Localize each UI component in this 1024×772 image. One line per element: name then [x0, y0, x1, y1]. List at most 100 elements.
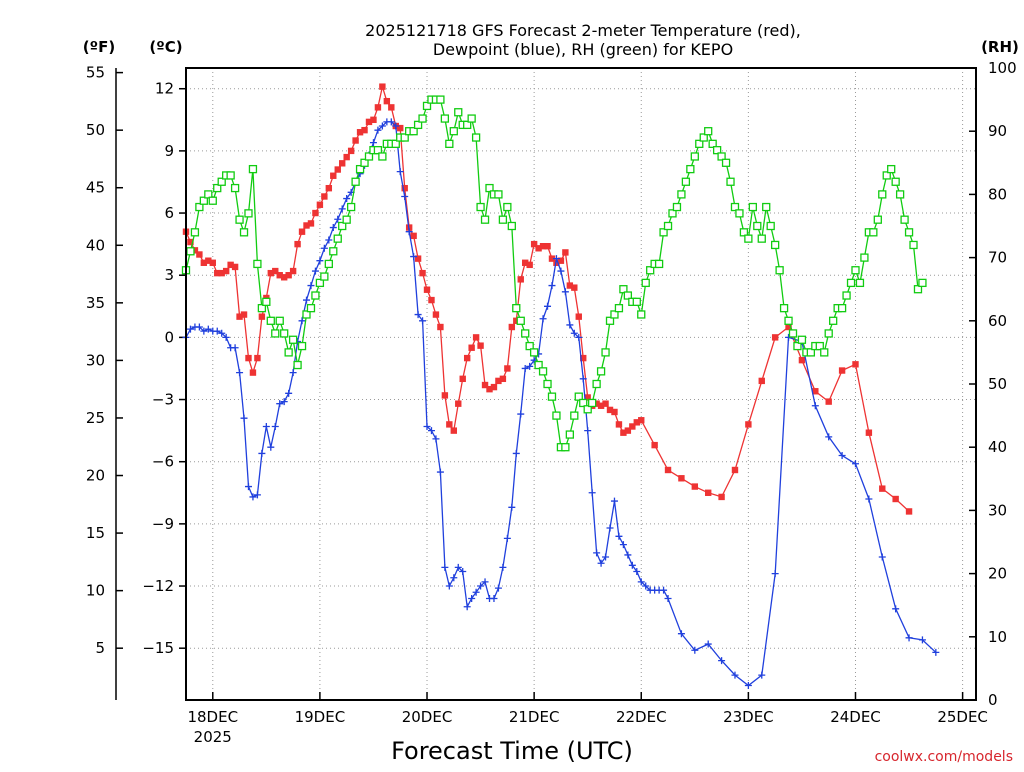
data-point	[409, 127, 418, 136]
data-point	[316, 257, 324, 265]
data-point	[468, 344, 475, 351]
data-point	[539, 243, 547, 250]
data-point	[236, 369, 244, 377]
data-point	[664, 594, 672, 602]
data-point	[303, 296, 311, 304]
data-point	[378, 152, 387, 161]
data-point	[477, 582, 485, 590]
data-point	[334, 166, 341, 173]
data-point	[806, 348, 816, 357]
rh-tick-label: 20	[988, 565, 1007, 583]
data-point	[624, 551, 632, 559]
data-point	[583, 405, 592, 414]
celsius-tick-label: −12	[142, 577, 174, 595]
time-tick-label: 18DEC	[187, 708, 238, 726]
data-point	[249, 369, 257, 376]
time-tick-year-label: 2025	[194, 728, 232, 746]
data-point	[445, 139, 454, 148]
data-point	[842, 291, 851, 300]
data-point	[579, 375, 587, 383]
data-point	[450, 427, 457, 434]
data-point	[329, 224, 337, 232]
data-point	[316, 201, 324, 208]
celsius-tick-label: 3	[164, 266, 174, 284]
data-point	[230, 183, 240, 193]
data-point	[731, 466, 739, 474]
data-point	[437, 323, 444, 331]
data-point	[641, 278, 650, 288]
data-point	[547, 392, 557, 401]
data-point	[186, 325, 194, 333]
series-relative-humidity	[181, 95, 927, 452]
data-point	[196, 251, 203, 258]
data-point	[378, 122, 386, 130]
data-point	[352, 137, 359, 144]
data-point	[463, 120, 472, 130]
data-point	[410, 253, 418, 261]
rh-tick-label: 50	[988, 375, 1007, 393]
fahrenheit-tick-label: 20	[86, 467, 105, 485]
data-point	[579, 398, 588, 408]
data-point	[825, 398, 832, 405]
data-point	[422, 101, 432, 111]
data-point	[330, 172, 337, 179]
data-point	[248, 164, 258, 174]
data-point	[530, 240, 538, 248]
data-point	[521, 364, 529, 372]
data-point	[504, 365, 511, 372]
data-point	[517, 410, 525, 418]
data-point	[320, 272, 329, 281]
data-point	[588, 398, 597, 408]
data-point	[637, 578, 645, 586]
time-tick-label: 20DEC	[402, 708, 453, 726]
data-point	[254, 354, 261, 362]
data-point	[596, 367, 606, 376]
data-point	[879, 485, 886, 492]
data-point	[566, 282, 574, 289]
data-point	[423, 422, 431, 430]
data-point	[838, 367, 846, 374]
data-point	[691, 483, 699, 490]
data-point	[455, 400, 462, 407]
data-point	[659, 228, 668, 237]
data-point	[436, 468, 444, 476]
fahrenheit-unit-label: (ºF)	[83, 38, 115, 56]
data-point	[512, 449, 520, 457]
data-point	[227, 261, 234, 269]
data-point	[235, 215, 244, 224]
data-point	[678, 475, 685, 482]
data-point	[213, 327, 221, 335]
data-point	[392, 122, 400, 130]
data-point	[606, 406, 614, 414]
data-point	[209, 259, 216, 266]
data-point	[311, 291, 320, 300]
celsius-tick-label: −6	[152, 453, 174, 471]
data-point	[253, 259, 262, 269]
data-point	[552, 255, 560, 263]
data-point	[837, 304, 847, 313]
data-point	[284, 348, 293, 357]
data-point	[222, 333, 230, 341]
data-point	[401, 184, 408, 192]
data-point	[605, 316, 615, 325]
data-point	[490, 594, 498, 602]
rh-tick-label: 30	[988, 501, 1007, 519]
data-point	[346, 202, 356, 212]
data-point	[718, 493, 725, 501]
data-point	[298, 228, 306, 235]
data-point	[364, 152, 374, 161]
data-point	[285, 389, 293, 397]
data-point	[575, 313, 582, 320]
data-point	[467, 114, 476, 123]
data-point	[892, 495, 899, 503]
data-point	[397, 124, 404, 132]
data-point	[748, 202, 757, 212]
data-point	[695, 139, 704, 148]
data-point	[892, 605, 900, 613]
data-point	[534, 360, 543, 370]
data-point	[557, 267, 565, 275]
time-tick-label: 23DEC	[723, 708, 774, 726]
fahrenheit-tick-label: 35	[86, 294, 105, 312]
